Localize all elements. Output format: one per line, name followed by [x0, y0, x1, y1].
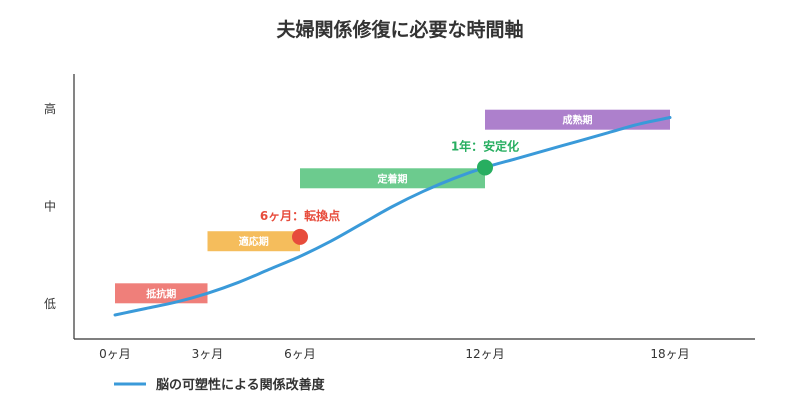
- legend-label: 脳の可塑性による関係改善度: [156, 377, 326, 393]
- x-tick-label-1: 3ヶ月: [192, 347, 224, 361]
- phase-label-3: 成熟期: [563, 114, 593, 127]
- phase-bar-3: [485, 109, 670, 130]
- x-tick-labels-group: 0ヶ月 3ヶ月 6ヶ月 12ヶ月 18ヶ月: [99, 347, 689, 361]
- x-tick-label-3: 12ヶ月: [465, 347, 504, 361]
- y-tick-label-2: 高: [44, 101, 56, 116]
- milestone-label-1: 1年：安定化: [451, 138, 519, 153]
- series-lines-group: [113, 116, 672, 317]
- phase-bar-1: [207, 231, 300, 252]
- y-tick-label-0: 低: [44, 297, 56, 311]
- milestone-label-0: 6ヶ月：転換点: [260, 208, 340, 223]
- milestone-point-0: [292, 228, 308, 245]
- phase-label-0: 抵抗期: [146, 287, 176, 300]
- x-tick-label-4: 18ヶ月: [650, 347, 689, 361]
- series-line-0: [113, 116, 672, 317]
- milestone-point-1: [477, 159, 493, 176]
- y-tick-labels-group: 低中高: [44, 101, 56, 311]
- y-tick-label-1: 中: [44, 199, 56, 214]
- x-tick-label-2: 6ヶ月: [284, 347, 316, 361]
- chart-title: 夫婦関係修復に必要な時間軸: [276, 18, 523, 41]
- phase-label-2: 定着期: [378, 172, 408, 185]
- legend: 脳の可塑性による関係改善度: [114, 377, 326, 393]
- x-tick-label-0: 0ヶ月: [99, 347, 131, 361]
- milestone-markers-group: 6ヶ月：転換点 1年：安定化: [260, 138, 519, 245]
- phase-bar-0: [115, 283, 208, 304]
- phase-label-1: 適応期: [239, 235, 269, 248]
